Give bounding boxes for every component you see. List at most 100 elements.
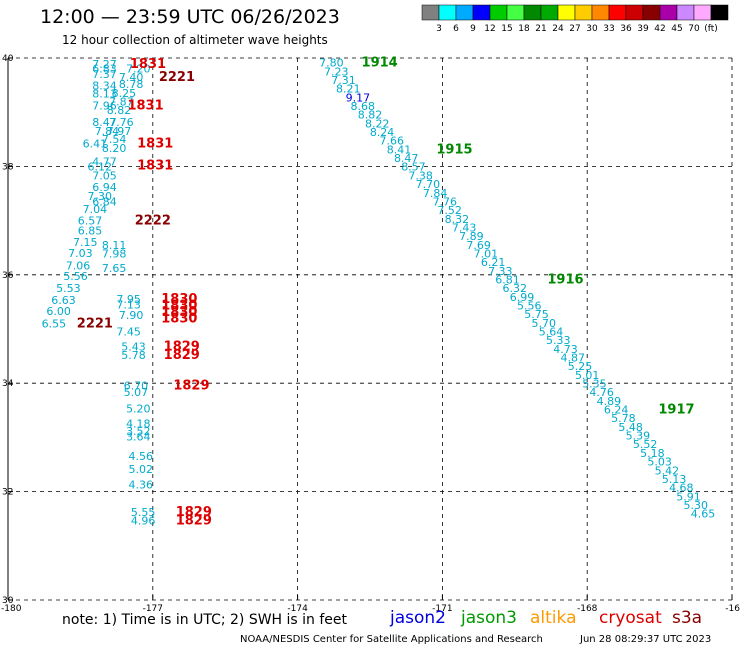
legend-jason2: jason2 [390,608,446,628]
colorbar-swatch [421,4,440,21]
swh-value: 8.47 [394,152,419,165]
colorbar-swatch [506,4,525,21]
swh-value: 7.65 [102,262,127,275]
colorbar-label: 24 [552,24,564,34]
chart-subtitle: 12 hour collection of altimeter wave hei… [62,33,328,47]
legend-s3a: s3a [672,608,703,628]
swh-value: 6.81 [495,273,520,286]
swh-value: 7.37 [92,68,117,81]
swh-value: 6.57 [78,214,103,227]
swh-value: 7.27 [92,58,117,71]
colorbar-label: 42 [654,24,665,34]
swh-value: 6.32 [503,282,528,295]
colorbar-swatch [489,4,508,21]
colorbar-label: 36 [620,24,632,34]
swh-value: 4.89 [597,395,622,408]
time-label: 1830 [161,311,197,326]
swh-value: 7.03 [68,247,93,260]
swh-value: 5.78 [611,412,636,425]
swh-value: 7.84 [423,187,448,200]
swh-value: 5.02 [128,463,153,476]
y-tick-label: 38 [2,162,14,172]
time-label: 1829 [176,514,212,529]
colorbar-label: 3 [436,24,442,34]
time-label: 2221 [159,70,195,85]
legend-altika: altika [530,608,577,628]
y-tick-label: 36 [2,271,14,281]
time-label: 1831 [130,57,166,72]
legend-cryosat: cryosat [599,608,662,628]
swh-value: 4.56 [128,450,153,463]
swh-value: 5.75 [524,308,549,321]
time-label: 1830 [161,305,197,320]
swh-value: 8.22 [365,117,390,130]
swh-value: 5.42 [655,464,680,477]
grid [7,57,733,601]
swh-value: 5.25 [568,360,593,373]
x-tick-label: -168 [577,604,598,614]
swh-value: 8.25 [112,87,137,100]
swh-value: 7.40 [119,71,144,84]
swh-value: 5.30 [684,499,709,512]
time-label: 1829 [173,379,209,394]
colorbar-swatch [591,4,610,21]
swh-value: 6.63 [51,294,76,307]
swh-value: 7.23 [324,65,349,78]
swh-value: 4.18 [126,418,151,431]
swh-value: 5.07 [124,386,149,399]
swh-value: 4.87 [560,352,585,365]
colorbar-label: 70 [688,24,700,34]
colorbar-swatch [438,4,457,21]
swh-value: 5.52 [633,438,658,451]
swh-value: 4.76 [589,386,614,399]
swh-value: 3.64 [126,431,151,444]
swh-value: 5.48 [618,421,643,434]
swh-value: 8.21 [336,83,361,96]
x-tick-label: -16 [725,604,740,614]
swh-value: 8.47 [92,116,117,129]
colorbar-label: 18 [518,24,530,34]
swh-value: 7.13 [116,298,141,311]
swh-value: 7.97 [107,125,132,138]
swh-value: 8.34 [92,79,117,92]
colorbar-swatch [523,4,542,21]
time-label: 2222 [135,213,171,228]
swh-value: 7.96 [92,99,117,112]
swh-value: 4.77 [92,155,117,168]
swh-value: 6.84 [92,195,117,208]
swh-value: 5.13 [662,473,687,486]
swh-value: 7.90 [119,309,144,322]
colorbar-swatch [710,4,729,21]
colorbar-label: 12 [484,24,495,34]
swh-value: 7.98 [102,247,127,260]
colorbar-swatch [642,4,661,21]
swh-value: 7.33 [488,265,513,278]
x-tick-label: -171 [432,604,452,614]
swh-value: 8.68 [351,100,376,113]
y-tick-label: 32 [2,488,13,498]
colorbar-label: 27 [569,24,580,34]
swh-value: 9.17 [346,91,371,104]
swh-value: 6.00 [46,305,71,318]
swh-value: 8.78 [119,78,144,91]
time-label: 1830 [161,298,197,313]
colorbar-swatch [676,4,695,21]
x-tick-label: -174 [287,604,308,614]
time-label: 1914 [362,56,398,71]
swh-value: 7.45 [116,326,141,339]
colorbar-label: 9 [470,24,476,34]
swh-value: 8.11 [102,239,127,252]
swh-value: 7.69 [466,239,491,252]
swh-value: 7.89 [459,230,484,243]
swh-value: 6.21 [481,256,506,269]
chart-title: 12:00 — 23:59 UTC 06/26/2023 [40,6,340,28]
swh-value: 7.80 [319,57,344,70]
swh-value: 6.41 [83,137,108,150]
colorbar-swatch [574,4,593,21]
swh-value: 7.66 [379,135,404,148]
swh-value: 7.87 [109,96,134,109]
swh-value: 7.54 [102,133,127,146]
footer-note: note: 1) Time is in UTC; 2) SWH is in fe… [62,612,348,628]
swh-value: 7.31 [331,74,356,87]
swh-value: 4.96 [131,515,156,528]
